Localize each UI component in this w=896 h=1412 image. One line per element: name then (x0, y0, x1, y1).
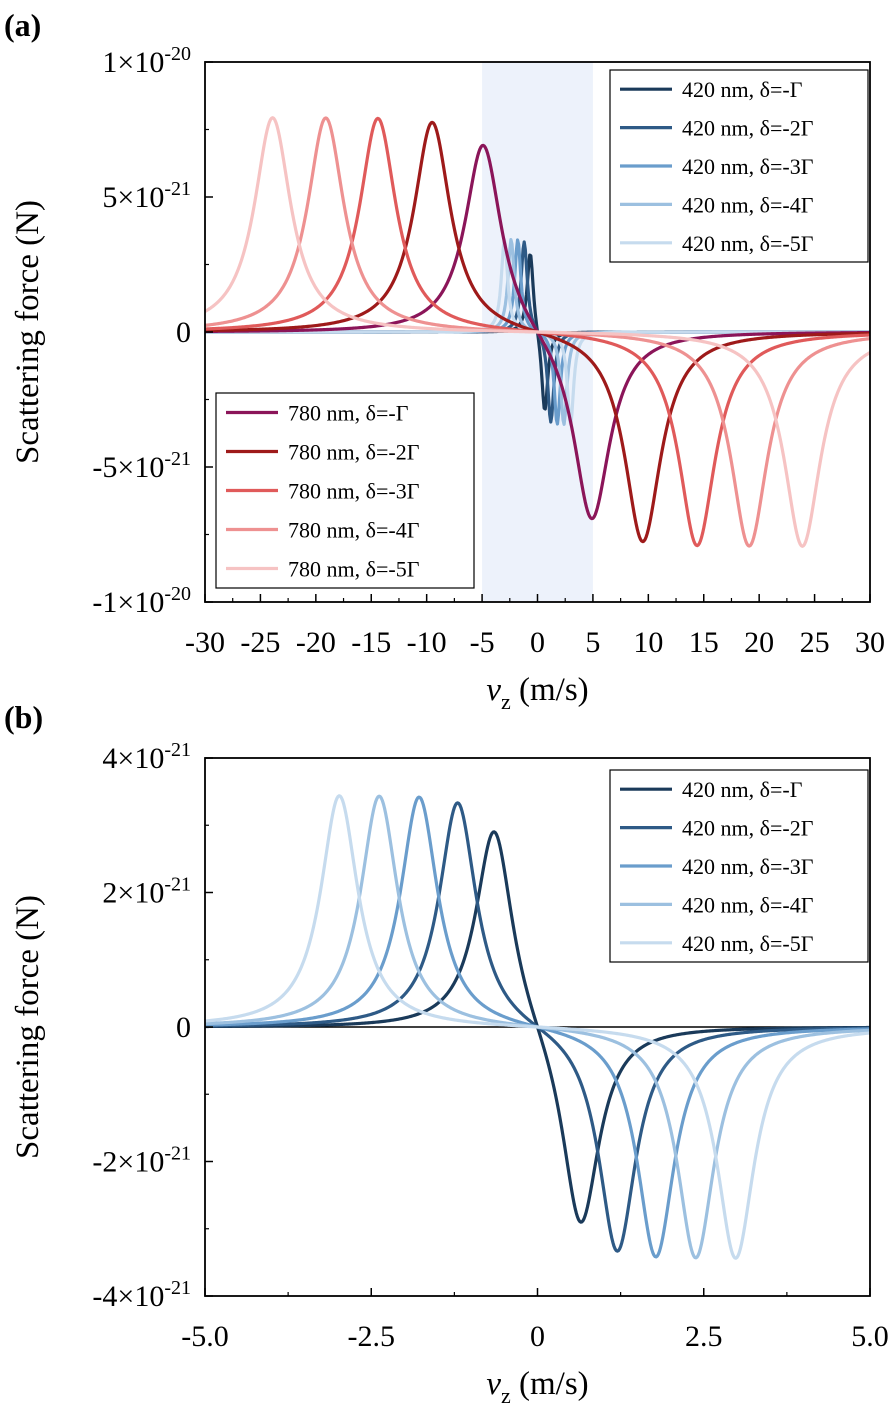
y-tick-label: 2×10-21 (102, 874, 191, 910)
x-tick-label: -30 (185, 626, 225, 659)
legend-label: 420 nm, δ=-5Γ (682, 931, 814, 956)
legend-label: 420 nm, δ=-2Γ (682, 816, 814, 841)
y-tick-exponent: -21 (164, 1143, 191, 1165)
y-tick-mantissa: 2×10 (102, 877, 164, 910)
x-tick-label: 10 (633, 626, 663, 659)
legend-label: 780 nm, δ=-2Γ (288, 440, 420, 465)
panel-label: (b) (4, 699, 43, 735)
legend-label: 420 nm, δ=-Γ (682, 777, 803, 802)
y-tick-mantissa: 1×10 (102, 46, 164, 79)
x-tick-label: 0 (530, 626, 545, 659)
x-tick-label: 25 (800, 626, 830, 659)
y-tick-exponent: -21 (164, 874, 191, 896)
y-tick-label: 0 (176, 316, 191, 349)
legend-label: 420 nm, δ=-Γ (682, 77, 803, 102)
x-tick-label: 5 (585, 626, 600, 659)
legend-label: 780 nm, δ=-3Γ (288, 479, 420, 504)
x-tick-label: -15 (351, 626, 391, 659)
x-axis-label: vz (m/s) (486, 672, 588, 714)
y-tick-mantissa: -1×10 (92, 586, 164, 619)
x-tick-label: -5 (470, 626, 495, 659)
y-tick-mantissa: -4×10 (92, 1280, 164, 1313)
x-tick-label: 15 (689, 626, 719, 659)
y-tick-mantissa: -2×10 (92, 1146, 164, 1179)
chart-panel-0: -30 -25 -20 -15 -10 -5 0 5 10 15 20 25 301×10-205×10… (4, 7, 885, 714)
legend-label: 780 nm, δ=-5Γ (288, 557, 420, 582)
y-tick-label: 5×10-21 (102, 178, 191, 214)
y-tick-mantissa: 5×10 (102, 181, 164, 214)
legend-0: 420 nm, δ=-Γ 420 nm, δ=-2Γ 420 nm, δ=-3Γ 42… (609, 69, 869, 263)
x-axis-sub: z (501, 689, 511, 714)
y-tick-exponent: -20 (164, 583, 191, 605)
x-tick-label: -25 (240, 626, 280, 659)
x-tick-label: -20 (296, 626, 336, 659)
series-line-9 (204, 116, 871, 548)
y-tick-exponent: -21 (164, 739, 191, 761)
x-tick-label: 30 (855, 626, 885, 659)
legend-1: 780 nm, δ=-Γ 780 nm, δ=-2Γ 780 nm, δ=-3Γ 78… (215, 392, 475, 589)
y-axis-label: Scattering force (N) (10, 200, 46, 464)
y-tick-exponent: -21 (164, 1277, 191, 1299)
y-tick-label: -4×10-21 (92, 1277, 191, 1313)
y-tick-mantissa: -5×10 (92, 451, 164, 484)
x-tick-label: -2.5 (348, 1320, 396, 1353)
x-tick-label: 2.5 (685, 1320, 723, 1353)
x-tick-label: 20 (744, 626, 774, 659)
x-axis-unit: (m/s) (511, 1366, 589, 1402)
y-tick-label: 1×10-20 (102, 43, 191, 79)
y-tick-label: -5×10-21 (92, 448, 191, 484)
legend-label: 420 nm, δ=-3Γ (682, 154, 814, 179)
legend-label: 420 nm, δ=-3Γ (682, 854, 814, 879)
x-axis-label: vz (m/s) (486, 1366, 588, 1408)
y-tick-label: 0 (176, 1011, 191, 1044)
legend-label: 780 nm, δ=-4Γ (288, 518, 420, 543)
x-tick-label: -5.0 (181, 1320, 229, 1353)
x-axis-var: v (486, 1366, 501, 1402)
series-line-4 (204, 794, 871, 1260)
legend-label: 420 nm, δ=-4Γ (682, 192, 814, 217)
legend-label: 420 nm, δ=-5Γ (682, 231, 814, 256)
legend-label: 420 nm, δ=-2Γ (682, 116, 814, 141)
x-axis-var: v (486, 672, 501, 708)
y-tick-label: -1×10-20 (92, 583, 191, 619)
y-tick-mantissa: 4×10 (102, 742, 164, 775)
y-tick-exponent: -20 (164, 43, 191, 65)
x-tick-label: -10 (407, 626, 447, 659)
legend-0: 420 nm, δ=-Γ 420 nm, δ=-2Γ 420 nm, δ=-3Γ 42… (609, 769, 869, 963)
y-axis-label: Scattering force (N) (10, 895, 46, 1159)
x-axis-unit: (m/s) (511, 672, 589, 708)
x-axis-sub: z (501, 1383, 511, 1408)
y-tick-label: -2×10-21 (92, 1143, 191, 1179)
y-tick-exponent: -21 (164, 178, 191, 200)
legend-label: 420 nm, δ=-4Γ (682, 892, 814, 917)
x-tick-label: 0 (530, 1320, 545, 1353)
chart-panel-1: -5.0 -2.5 0 2.5 5.04×10-212×10-210-2×10-21-4… (4, 699, 889, 1408)
y-tick-mantissa: 0 (176, 316, 191, 349)
x-tick-label: 5.0 (851, 1320, 889, 1353)
panel-label: (a) (4, 7, 41, 43)
y-tick-label: 4×10-21 (102, 739, 191, 775)
y-tick-mantissa: 0 (176, 1011, 191, 1044)
y-tick-exponent: -21 (164, 448, 191, 470)
legend-label: 780 nm, δ=-Γ (288, 401, 409, 426)
